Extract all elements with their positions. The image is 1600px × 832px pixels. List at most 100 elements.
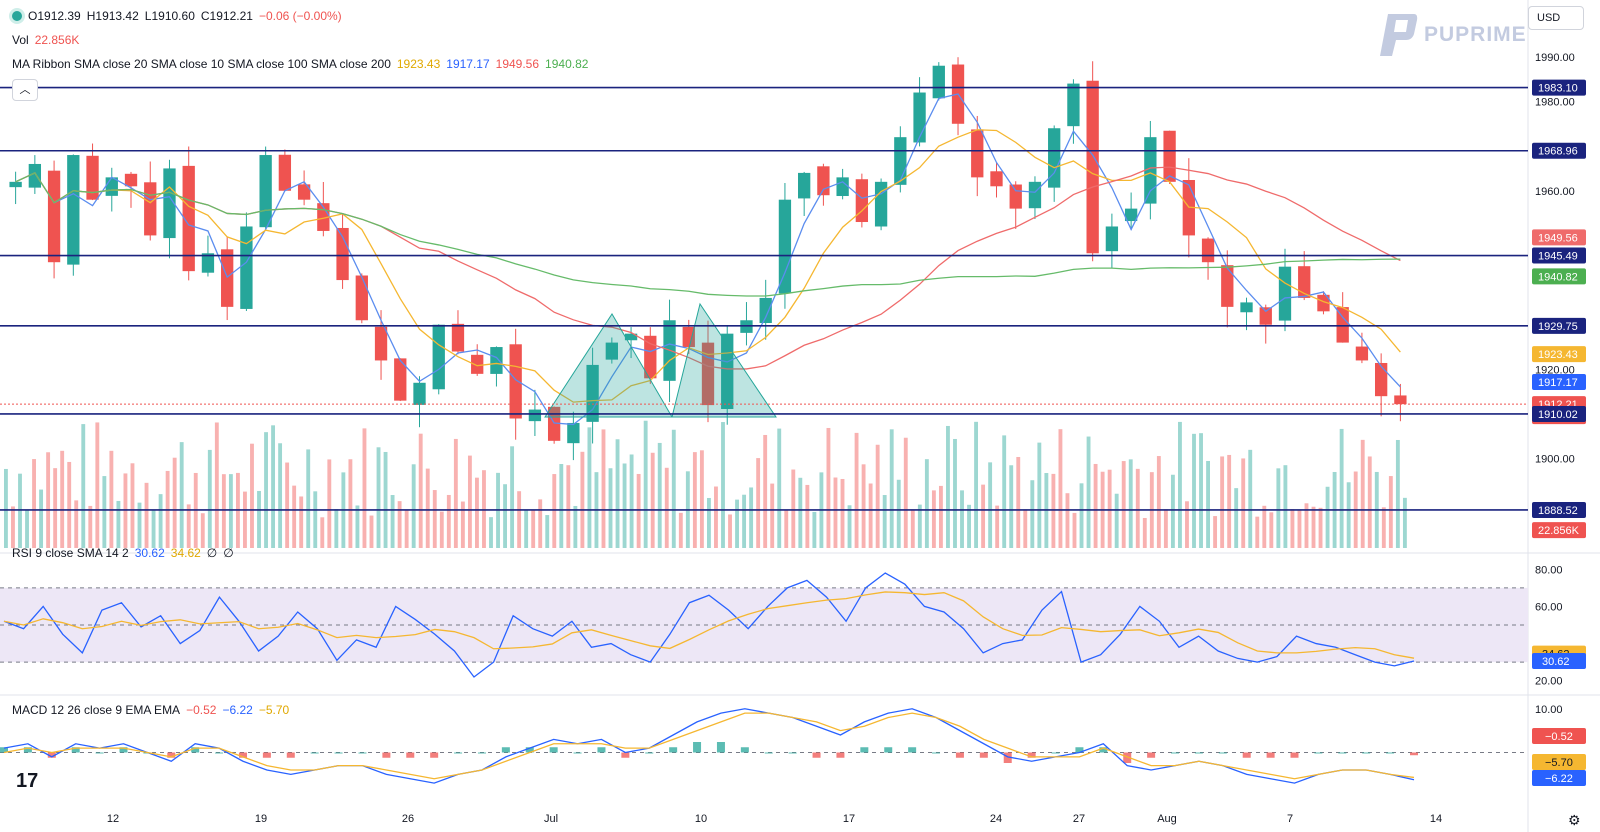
volume-bar xyxy=(306,449,311,548)
volume-bar xyxy=(882,495,887,548)
volume-bar xyxy=(896,479,901,548)
volume-bar xyxy=(81,424,86,548)
volume-bar xyxy=(74,500,79,548)
volume-bar xyxy=(1206,460,1210,548)
candle-body xyxy=(297,184,311,200)
macd-value-tag-label: −6.22 xyxy=(1545,773,1573,785)
volume-bar xyxy=(39,489,44,548)
volume-bar xyxy=(144,482,149,548)
volume-bar xyxy=(460,501,465,548)
macd-histogram-bar xyxy=(979,752,988,758)
chevron-up-icon: ︿ xyxy=(19,84,31,96)
rsi-value-tag xyxy=(1532,652,1586,669)
volume-bar xyxy=(1107,469,1112,548)
volume-bar xyxy=(1058,429,1063,548)
volume-bar xyxy=(151,510,156,548)
volume-bar xyxy=(278,443,283,548)
macd-value-tag xyxy=(1532,728,1586,744)
volume-legend[interactable]: Vol 22.856K xyxy=(12,33,79,47)
volume-bar xyxy=(1163,509,1168,548)
volume-bar xyxy=(573,505,578,548)
volume-bar xyxy=(1388,476,1393,548)
candle-body xyxy=(451,323,465,352)
volume-bar xyxy=(18,473,22,548)
macd-histogram-bar xyxy=(645,752,654,754)
rsi-sma-line xyxy=(3,591,1415,659)
price-tag xyxy=(1532,374,1586,391)
candle-body xyxy=(124,173,138,187)
candle-body xyxy=(644,335,657,379)
volume-bar xyxy=(418,433,423,548)
volume-bar xyxy=(1248,449,1253,548)
macd-histogram-bar xyxy=(1314,752,1323,754)
macd-histogram-bar xyxy=(71,747,80,753)
collapse-legend-button[interactable]: ︿ xyxy=(12,79,38,101)
macd-value: −6.22 xyxy=(222,703,253,717)
price-tag xyxy=(1532,79,1586,96)
volume-bar xyxy=(917,504,922,548)
candle-body xyxy=(855,179,869,223)
candle-body xyxy=(374,326,388,361)
macd-histogram-bar xyxy=(1410,752,1418,756)
macd-tick-label: 10.00 xyxy=(1535,704,1563,716)
volume-bar xyxy=(756,458,761,548)
candle-body xyxy=(432,324,445,390)
volume-bar xyxy=(678,512,683,548)
candle-body xyxy=(778,199,792,294)
macd-legend[interactable]: MACD 12 26 close 9 EMA EMA −0.52 −6.22 −… xyxy=(12,703,289,717)
candle-body xyxy=(28,163,42,188)
volume-bar xyxy=(1395,439,1400,548)
macd-value-tag-label: −5.70 xyxy=(1545,757,1573,769)
volume-bar xyxy=(4,468,8,548)
rsi-legend[interactable]: RSI 9 close SMA 14 2 30.62 34.62 ∅ ∅ xyxy=(12,546,234,560)
macd-histogram-bar xyxy=(1266,752,1275,758)
volume-bar xyxy=(1185,501,1189,548)
candle-body xyxy=(355,275,368,321)
volume-bar xyxy=(299,496,304,548)
volume-bar xyxy=(1128,459,1133,548)
macd-histogram-bar xyxy=(1123,752,1132,763)
candle-body xyxy=(509,344,522,419)
macd-histogram-bar xyxy=(1147,752,1156,758)
volume-bar xyxy=(833,477,838,548)
time-axis-label: 7 xyxy=(1287,813,1293,825)
macd-histogram-bar xyxy=(215,752,224,754)
volume-bar xyxy=(1325,486,1330,548)
macd-histogram-bar xyxy=(286,752,295,758)
price-tag xyxy=(1532,522,1586,539)
macd-histogram-bar xyxy=(1003,752,1012,763)
candle-body xyxy=(624,333,638,341)
ma-ribbon-legend[interactable]: MA Ribbon SMA close 20 SMA close 10 SMA … xyxy=(12,57,588,71)
candle-body xyxy=(163,168,176,239)
price-tag-label: 1929.75 xyxy=(1538,321,1578,333)
price-tag-label: 1949.56 xyxy=(1538,232,1578,244)
rsi-value-tag-label: 30.62 xyxy=(1542,656,1570,668)
macd-histogram-bar xyxy=(23,747,32,753)
volume-bar xyxy=(615,439,620,548)
volume-bar xyxy=(313,491,318,548)
candle-body xyxy=(144,182,157,236)
volume-bar xyxy=(1156,456,1161,548)
candle-body xyxy=(913,92,926,143)
volume-bar xyxy=(355,505,360,548)
price-tick-label: 1980.00 xyxy=(1535,96,1575,108)
gear-icon[interactable]: ⚙ xyxy=(1568,812,1581,828)
rsi-tick-label: 80.00 xyxy=(1535,564,1563,576)
price-tag xyxy=(1532,317,1586,334)
candle-body xyxy=(990,171,1003,187)
macd-value-tag xyxy=(1532,754,1586,770)
volume-bar xyxy=(1402,497,1407,548)
volume-bar xyxy=(207,449,212,548)
volume-bar xyxy=(292,485,297,548)
time-axis-label: 14 xyxy=(1430,813,1442,825)
volume-bar xyxy=(643,420,648,548)
candle-body xyxy=(528,409,542,422)
candle-body xyxy=(1317,294,1330,312)
candle-body xyxy=(1105,226,1119,252)
currency-selector[interactable]: USD xyxy=(1528,6,1584,30)
price-tick-label: 1960.00 xyxy=(1535,186,1575,198)
volume-bar xyxy=(889,429,894,548)
volume-bar xyxy=(770,483,775,548)
tradingview-logo-icon: 17 xyxy=(16,770,39,792)
